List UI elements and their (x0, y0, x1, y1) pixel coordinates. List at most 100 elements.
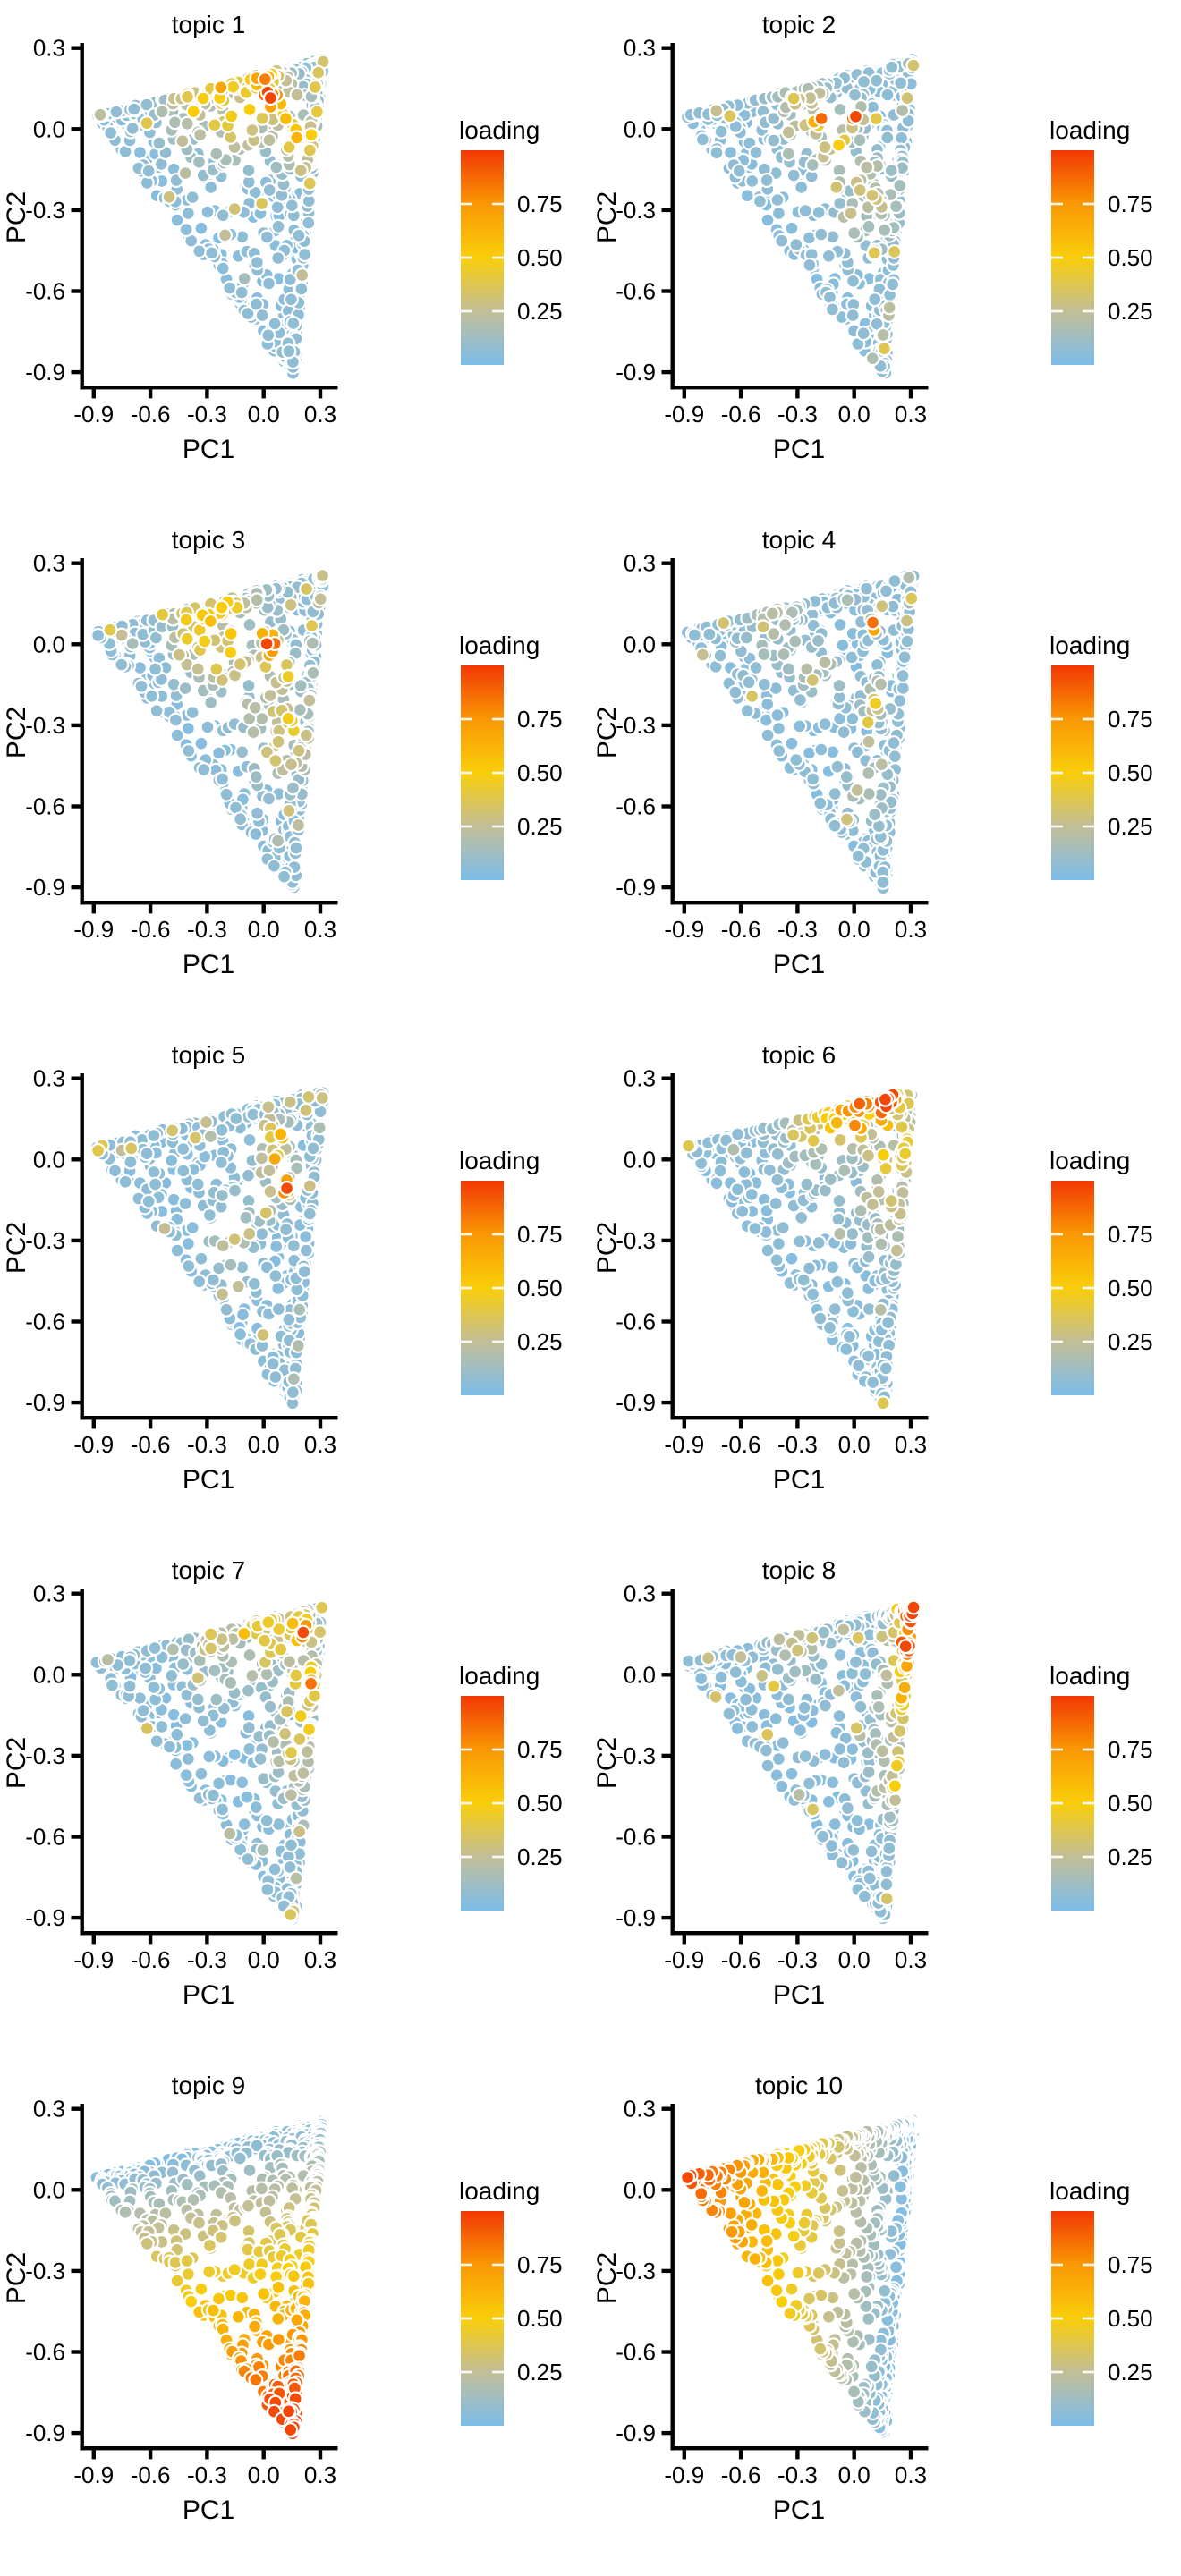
legend-tick-label: 0.25 (517, 298, 563, 325)
y-axis-line (80, 43, 84, 390)
data-point (260, 327, 276, 343)
y-tick-label: -0.3 (25, 197, 65, 224)
data-point (203, 179, 219, 195)
data-point (792, 1233, 808, 1250)
legend-tick (492, 202, 504, 206)
data-point (722, 108, 738, 124)
legend-tick (1051, 771, 1063, 775)
data-point (694, 131, 710, 148)
data-point (280, 668, 296, 684)
legend-tick-label: 0.50 (517, 244, 563, 271)
x-tick-label: 0.3 (304, 916, 336, 943)
data-point (875, 874, 891, 890)
legend-tick-label: 0.75 (517, 706, 563, 733)
data-point (873, 676, 889, 692)
data-point (298, 1102, 314, 1118)
data-point (817, 716, 833, 733)
data-point (266, 858, 282, 874)
data-point (215, 1286, 231, 1302)
y-tick (661, 804, 671, 809)
data-point (851, 1358, 867, 1374)
y-tick-label: -0.3 (25, 712, 65, 739)
data-point (884, 59, 900, 75)
y-tick (71, 1400, 81, 1405)
data-point (191, 154, 208, 170)
data-point (828, 179, 845, 195)
data-point (283, 757, 299, 773)
data-point (193, 735, 209, 751)
legend-tick-label: 0.25 (517, 813, 563, 840)
legend-tick-label: 0.50 (517, 1275, 563, 1301)
data-point (786, 90, 802, 106)
data-point (180, 1236, 196, 1252)
y-tick (661, 127, 671, 131)
data-point (108, 104, 124, 120)
data-point (795, 1272, 811, 1288)
data-point (694, 647, 710, 663)
legend-title: loading (459, 116, 540, 144)
y-tick-label: 0.0 (33, 631, 65, 657)
data-point (200, 719, 216, 735)
data-point (193, 220, 209, 236)
legend-tick (1051, 256, 1063, 259)
data-point (868, 695, 884, 711)
data-point (214, 1187, 230, 1203)
data-point (812, 795, 828, 811)
data-point (822, 1172, 838, 1188)
x-tick-label: -0.6 (721, 401, 761, 428)
data-point (301, 215, 317, 231)
data-point (764, 606, 780, 622)
legend-tick (1083, 202, 1094, 206)
data-point (139, 1146, 155, 1162)
data-point (859, 580, 875, 597)
data-point (106, 1163, 123, 1179)
data-point (881, 300, 897, 316)
y-tick (661, 561, 671, 565)
data-point (213, 80, 229, 96)
data-point (260, 1099, 276, 1115)
y-tick (661, 885, 671, 890)
data-point (855, 326, 871, 342)
data-point (267, 316, 283, 332)
data-point (299, 580, 315, 597)
data-point (716, 615, 732, 631)
data-point (262, 688, 278, 704)
x-tick-label: -0.9 (664, 916, 704, 943)
x-tick-label: 0.3 (895, 916, 927, 943)
data-point (175, 1163, 191, 1179)
data-point (829, 758, 845, 775)
data-point (813, 226, 829, 242)
y-tick (71, 723, 81, 728)
data-point (126, 101, 142, 117)
data-point (148, 661, 164, 677)
y-tick (71, 885, 81, 890)
data-point (822, 289, 838, 305)
data-point (709, 103, 725, 119)
y-tick-label: -0.9 (616, 359, 656, 386)
data-point (314, 1090, 330, 1106)
y-tick-label: 0.0 (33, 1146, 65, 1173)
data-point (242, 101, 258, 117)
data-point (248, 826, 264, 843)
data-point (283, 292, 299, 308)
data-point (311, 1120, 327, 1136)
x-axis-line (670, 901, 929, 905)
data-point (178, 222, 194, 238)
y-tick (661, 723, 671, 728)
data-point (190, 661, 206, 677)
y-tick (71, 804, 81, 809)
data-point (770, 206, 786, 222)
data-point (177, 681, 193, 697)
data-point (282, 1094, 298, 1110)
data-point (849, 782, 865, 798)
data-point (240, 306, 256, 322)
data-point (769, 708, 786, 724)
data-point (246, 1275, 262, 1292)
data-point (215, 771, 231, 787)
data-point (250, 805, 266, 821)
panel-title: topic 4 (762, 526, 837, 554)
x-tick (261, 389, 266, 399)
data-point (303, 127, 319, 143)
data-point (164, 1152, 180, 1168)
data-point (228, 1110, 244, 1126)
